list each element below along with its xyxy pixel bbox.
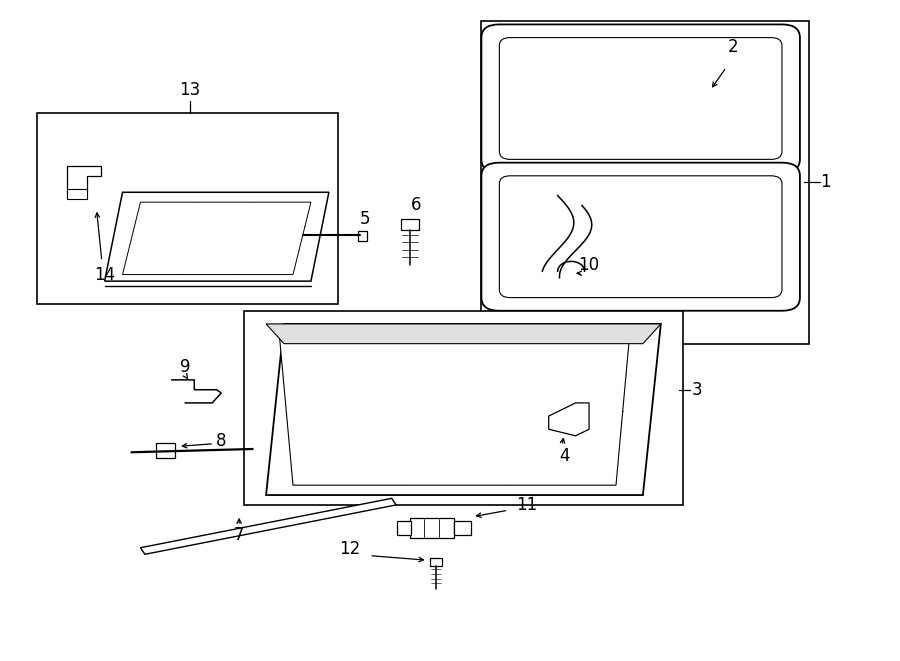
Polygon shape [549, 403, 590, 436]
FancyBboxPatch shape [500, 176, 782, 297]
Text: 3: 3 [691, 381, 702, 399]
Polygon shape [266, 324, 661, 495]
Bar [156, 443, 176, 457]
Bar [358, 231, 367, 241]
Polygon shape [67, 189, 86, 199]
Text: 9: 9 [180, 358, 191, 375]
Bar [482, 21, 809, 344]
Polygon shape [266, 324, 661, 344]
Text: 6: 6 [410, 196, 421, 214]
Text: 2: 2 [727, 38, 738, 56]
FancyBboxPatch shape [482, 163, 800, 311]
Bar [430, 558, 442, 566]
Text: 13: 13 [179, 81, 201, 99]
Text: 8: 8 [216, 432, 227, 450]
Text: 10: 10 [579, 256, 599, 274]
Text: 4: 4 [560, 447, 570, 465]
FancyBboxPatch shape [500, 38, 782, 159]
Bar [247, 231, 259, 243]
Text: 1: 1 [820, 173, 831, 192]
Text: 12: 12 [339, 540, 360, 558]
Text: 14: 14 [94, 266, 115, 284]
Bar [244, 311, 683, 505]
Text: 5: 5 [359, 210, 370, 227]
Polygon shape [140, 498, 396, 555]
Polygon shape [67, 166, 101, 192]
Bar [410, 518, 454, 538]
Bar [454, 521, 471, 535]
Bar [400, 219, 418, 231]
Polygon shape [122, 202, 310, 274]
Polygon shape [280, 337, 629, 485]
Bar [37, 113, 338, 304]
Text: 7: 7 [234, 525, 245, 543]
Bar [397, 521, 411, 535]
Polygon shape [104, 192, 328, 281]
FancyBboxPatch shape [482, 24, 800, 173]
Text: 11: 11 [516, 496, 537, 514]
